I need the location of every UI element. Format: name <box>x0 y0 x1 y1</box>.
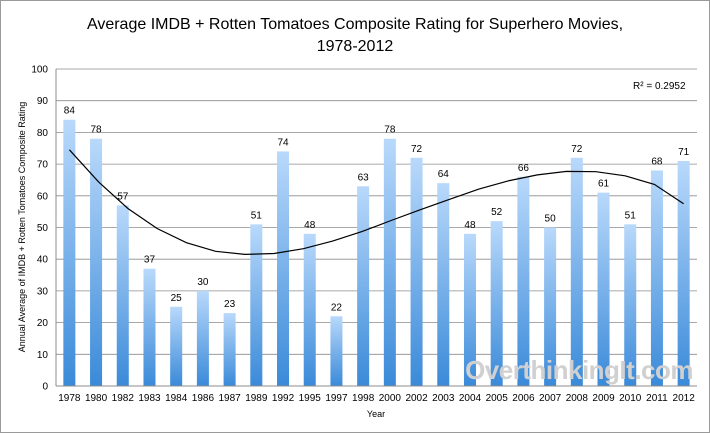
y-tick-label: 30 <box>37 286 49 297</box>
x-tick-label: 1978 <box>58 393 81 404</box>
x-tick-label: 1992 <box>272 393 295 404</box>
bar <box>650 170 663 386</box>
x-tick-label: 2002 <box>405 393 428 404</box>
bar <box>357 186 370 386</box>
bar-data-labels: 84 78 57 37 25 30 23 51 74 48 22 63 78 72 64 48 52 66 50 72… <box>64 106 690 314</box>
bar-data-label: 51 <box>251 210 263 221</box>
x-tick-label: 2008 <box>566 393 589 404</box>
trendline <box>68 149 684 256</box>
bar-data-label: 25 <box>171 293 183 304</box>
bar-data-label: 23 <box>224 299 236 310</box>
x-tick-label: 2009 <box>592 393 615 404</box>
x-tick-label: 1989 <box>245 393 268 404</box>
bar-data-label: 52 <box>491 207 503 218</box>
bar-data-label: 22 <box>331 302 343 313</box>
bar-data-label: 30 <box>197 277 209 288</box>
bar <box>303 233 316 386</box>
bar-data-label: 63 <box>358 172 370 183</box>
bar-data-label: 66 <box>518 163 530 174</box>
bar <box>90 138 103 386</box>
x-tick-label: 2011 <box>646 393 668 404</box>
bar <box>544 227 557 386</box>
bar <box>196 290 209 386</box>
y-axis-title: Annual Average of IMDB + Rotten Tomatoes… <box>17 102 27 353</box>
bar-data-label: 50 <box>545 214 557 225</box>
x-tick-label: 1987 <box>218 393 241 404</box>
bar-data-label: 68 <box>651 156 663 167</box>
y-tick-label: 90 <box>37 96 49 107</box>
bar <box>410 157 423 386</box>
x-tick-label: 2010 <box>619 393 642 404</box>
chart-title-line1: Average IMDB + Rotten Tomatoes Composite… <box>87 16 623 33</box>
y-tick-label: 10 <box>37 350 49 361</box>
bar <box>490 221 503 386</box>
bar-data-label: 37 <box>144 255 156 266</box>
x-tick-label: 2007 <box>539 393 562 404</box>
bar <box>463 233 476 386</box>
gridlines <box>56 68 697 355</box>
x-tick-label: 2003 <box>432 393 455 404</box>
bar <box>223 313 236 386</box>
bar-data-label: 61 <box>598 179 610 190</box>
bar <box>597 192 610 386</box>
x-tick-label: 2012 <box>673 393 696 404</box>
bar <box>250 224 263 386</box>
x-tick-label: 1980 <box>85 393 108 404</box>
y-tick-label: 20 <box>37 318 49 329</box>
bar-data-label: 72 <box>411 144 423 155</box>
bar-data-label: 57 <box>117 191 129 202</box>
x-tick-label: 1984 <box>165 393 188 404</box>
x-tick-label: 1983 <box>138 393 161 404</box>
y-tick-label: 100 <box>31 65 48 76</box>
bar <box>677 160 690 386</box>
bar <box>143 268 156 386</box>
bar-data-label: 64 <box>438 169 450 180</box>
x-tick-label: 1986 <box>192 393 215 404</box>
bar-data-label: 84 <box>64 106 76 117</box>
y-tick-labels: 0 10 20 30 40 50 60 70 80 90 100 <box>31 65 48 393</box>
x-tick-label: 2004 <box>459 393 482 404</box>
bar <box>116 205 129 386</box>
bar-data-label: 78 <box>384 125 396 136</box>
bar-data-label: 48 <box>464 220 476 231</box>
bar <box>63 119 76 386</box>
bar <box>624 224 637 386</box>
y-tick-label: 70 <box>37 160 49 171</box>
y-tick-label: 60 <box>37 191 49 202</box>
bar-data-label: 78 <box>91 125 103 136</box>
x-tick-label: 2006 <box>512 393 535 404</box>
chart-title-line2: 1978-2012 <box>317 38 394 55</box>
bar <box>330 316 343 386</box>
y-tick-label: 50 <box>37 223 49 234</box>
x-tick-labels: 1978 1980 1982 1983 1984 1986 1987 1989 1992 1995… <box>58 393 695 404</box>
x-tick-label: 1998 <box>352 393 375 404</box>
bar-data-label: 72 <box>571 144 583 155</box>
bar <box>517 176 530 386</box>
y-tick-label: 0 <box>42 382 48 393</box>
bar <box>277 151 290 386</box>
x-tick-label: 1995 <box>299 393 322 404</box>
x-tick-label: 1997 <box>325 393 348 404</box>
y-tick-label: 80 <box>37 128 49 139</box>
bar-data-label: 51 <box>625 210 637 221</box>
bar <box>383 138 396 386</box>
x-tick-label: 2000 <box>379 393 402 404</box>
x-tick-label: 1982 <box>112 393 135 404</box>
bar-data-label: 48 <box>304 220 316 231</box>
x-axis-title: Year <box>367 409 385 419</box>
y-tick-label: 40 <box>37 255 49 266</box>
x-tick-label: 2005 <box>486 393 509 404</box>
r-squared-label: R² = 0.2952 <box>633 81 686 92</box>
bar <box>170 306 183 386</box>
bar-data-label: 74 <box>277 137 289 148</box>
bar-data-label: 71 <box>678 147 690 158</box>
bar <box>437 183 450 386</box>
bar <box>570 157 583 386</box>
watermark-logo: OverthinkingIt.com <box>465 355 693 385</box>
bars <box>63 119 690 386</box>
